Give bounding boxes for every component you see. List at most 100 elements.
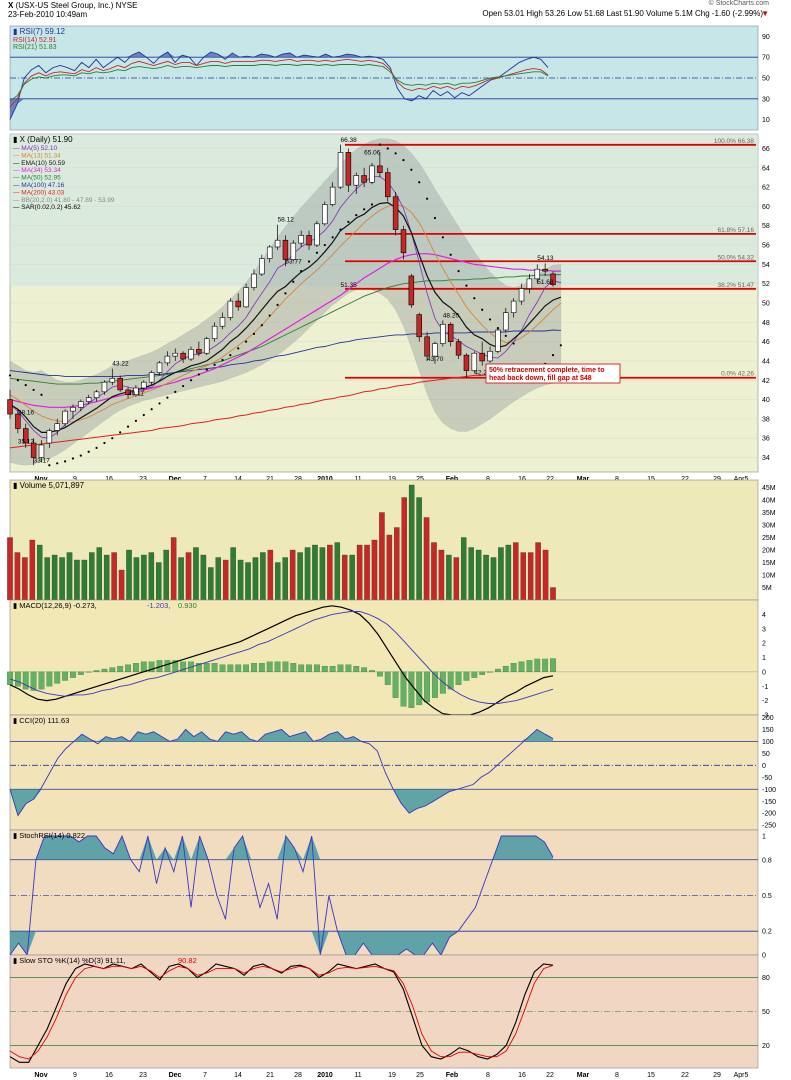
macd-histogram-bar — [361, 667, 368, 673]
volume-bar — [148, 552, 155, 601]
macd-histogram-bar — [542, 658, 549, 673]
macd-histogram-bar — [306, 664, 312, 673]
ma100-line — [9, 329, 561, 377]
sar-dot — [252, 332, 256, 336]
volume-bar — [371, 539, 378, 601]
rsi-legend-main: ▮ RSI(7) 59.12 — [13, 27, 66, 36]
price-legend-item: — SAR(0.02,0.2) 45.62 — [13, 204, 81, 211]
price-axis-tick: 40 — [762, 397, 770, 404]
x-axis-label: 28 — [294, 476, 302, 483]
change-down-icon: ▼ — [761, 9, 769, 18]
volume-bar — [289, 549, 296, 601]
ohlc-summary: Open 53.01 High 53.26 Low 51.68 Last 51.… — [482, 9, 763, 18]
volume-bar — [312, 544, 318, 601]
macd-histogram-bar — [298, 664, 305, 673]
volume-bar — [7, 537, 13, 601]
sar-dot — [347, 220, 350, 223]
macd-histogram-bar — [282, 661, 289, 673]
candle-down — [416, 314, 422, 338]
cci-axis-tick: -50 — [762, 775, 772, 782]
volume-bar — [222, 559, 229, 601]
x-axis-label: 19 — [388, 476, 396, 483]
candle-down — [550, 273, 556, 285]
macd-histogram-bar — [219, 664, 226, 673]
price-value-label: 51.68 — [537, 279, 554, 286]
candle-down — [455, 341, 462, 356]
x-axis-label: 9 — [73, 476, 77, 483]
sar-dot — [205, 368, 208, 371]
candle-down — [408, 275, 415, 306]
slowsto-d-line — [9, 964, 554, 1060]
volume-bar — [394, 527, 400, 601]
macd-histogram-bar — [329, 665, 336, 673]
sar-dot — [386, 147, 389, 150]
candle-up — [266, 246, 273, 259]
sar-dot — [48, 464, 51, 467]
volume-bar — [178, 557, 184, 601]
macd-histogram-bar — [463, 671, 470, 681]
price-axis-tick: 50 — [762, 301, 770, 308]
macd-histogram-bar — [211, 663, 218, 673]
price-axis-tick: 42 — [762, 378, 770, 385]
stochrsi-axis-tick: 0.2 — [762, 929, 772, 936]
macd-histogram-bar — [487, 671, 493, 673]
x-axis-label-bottom: 16 — [518, 1072, 526, 1079]
price-axis-tick: 44 — [762, 358, 770, 365]
volume-bar — [431, 542, 437, 601]
volume-bar — [438, 549, 445, 601]
price-axis-tick: 62 — [762, 185, 770, 192]
volume-axis-tick: 40M — [762, 498, 776, 505]
sar-dot — [363, 208, 366, 211]
volume-bar — [141, 554, 147, 601]
candle-down — [15, 413, 21, 429]
volume-axis-tick: 45M — [762, 485, 776, 492]
price-value-label: 51.35 — [341, 282, 358, 289]
candle-up — [337, 152, 344, 188]
volume-bar — [341, 554, 348, 601]
sar-dot — [355, 214, 358, 217]
macd-panel: -3 -2 -1 0 1 2 3 4 ▮ MACD(12,26,9) -0.273, -1.203… — [7, 599, 768, 720]
sar-dot — [441, 236, 444, 239]
sar-dot — [410, 168, 413, 171]
sar-dot — [87, 450, 90, 453]
sar-dot — [166, 396, 169, 399]
sar-dot — [142, 413, 145, 417]
volume-axis-tick: 30M — [762, 523, 776, 530]
candle-down — [125, 389, 131, 396]
volume-bar — [267, 549, 274, 601]
sar-dot — [449, 253, 452, 256]
price-value-label: 33.17 — [34, 458, 51, 465]
volume-bar — [260, 552, 266, 601]
x-axis-label: 22 — [546, 476, 554, 483]
chart-date: 23-Feb-2010 10:49am — [8, 10, 88, 19]
volume-bar — [460, 537, 467, 601]
volume-bar — [475, 549, 482, 601]
macd-histogram-bar — [251, 663, 257, 673]
price-legend-item: — MA(5) 52.10 — [13, 145, 57, 152]
price-axis-tick: 34 — [762, 455, 770, 462]
candle-up — [322, 204, 328, 225]
macd-histogram-bar — [62, 671, 68, 681]
cci-axis-tick: -150 — [762, 799, 776, 806]
macd-histogram-bar — [180, 661, 187, 673]
fib-level-label: 100.0% 66.38 — [714, 138, 755, 145]
volume-bar — [490, 557, 497, 601]
x-axis-label: 21 — [266, 476, 274, 483]
macd-histogram-bar — [125, 664, 131, 673]
candle-up — [471, 352, 478, 371]
candle-down — [117, 378, 123, 391]
candle-up — [274, 239, 281, 248]
stochrsi-axis-tick: 1 — [762, 833, 766, 840]
price-axis-tick: 38 — [762, 416, 770, 423]
x-axis-label: 29 — [713, 476, 721, 483]
candle-down — [463, 354, 470, 371]
candle-up — [329, 186, 336, 205]
price-value-label: 40.11 — [128, 391, 144, 398]
macd-histogram-bar — [337, 664, 344, 673]
sar-dot — [150, 408, 153, 411]
volume-bar — [185, 552, 192, 601]
volume-bar — [297, 552, 303, 601]
macd-histogram-bar — [550, 658, 556, 673]
sar-dot — [418, 181, 421, 184]
